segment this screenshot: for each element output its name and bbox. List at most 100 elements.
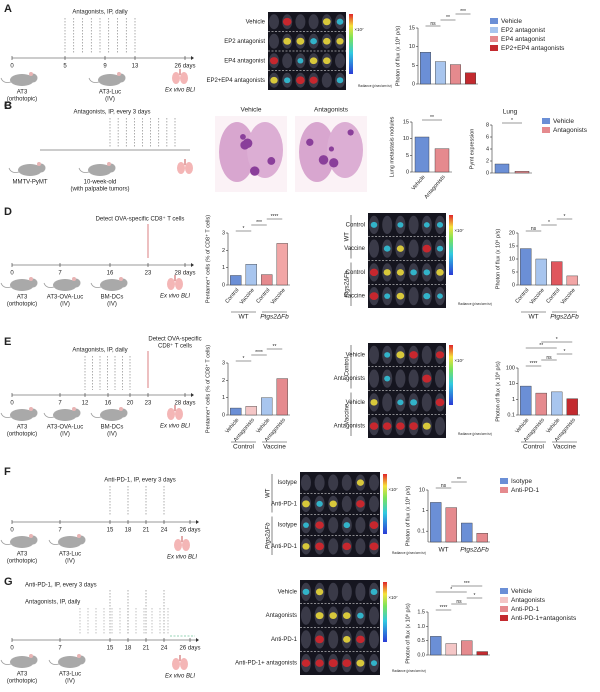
bar [566,398,578,416]
bar [461,522,473,543]
day-label: 7 [58,271,62,277]
row-label: Control [346,222,365,228]
group-label: Ptgs2ΔFb [260,314,289,321]
row-label: Anti-PD-1 [271,501,298,507]
signal-blob [303,522,309,528]
day-label: 18 [125,646,132,652]
signal-blob [297,58,304,64]
significance: **** [271,214,279,220]
mouse-body [100,279,124,291]
lung-signal [314,474,325,491]
y-axis-label: Pentamer⁺ cells (% of CD8⁺ T cells) [204,345,211,433]
signal-blob [422,244,432,253]
signal-blob [342,542,352,551]
y-tick-label: 1 [422,508,425,514]
significance: ** [457,477,461,483]
treatment: Anti-PD-1, IP, every 3 days [104,478,176,484]
y-tick-label: 1 [512,397,515,403]
y-axis-label: Photon of flux (x 10⁸ p/s) [494,361,501,422]
nodule [347,129,354,136]
lung-signal [301,606,311,625]
panel-label: F [4,466,11,478]
mouse-tail [0,412,12,418]
signal-blob [436,245,444,252]
lung-signal [328,582,339,602]
group-label: WT [438,547,448,554]
day-label: 26 days [179,528,200,534]
lung-signal [355,516,366,534]
day-label: 0 [10,401,14,407]
significance: **** [255,350,263,356]
signal-blob [409,422,418,430]
day-label: 5 [63,64,67,70]
mouse-tail [0,282,12,288]
significance: ** [446,15,450,21]
lung-signal [369,345,379,365]
lung-signal [282,53,293,69]
legend-label: Anti-PD-1+antagonists [511,615,577,622]
y-tick-label: 2 [222,378,225,384]
signal-blob [397,399,404,406]
y-tick-label: 2 [486,158,489,164]
y-axis-label: Lung metastasis nodules [389,116,395,177]
endpoint: Ex vivo BLI [167,555,197,561]
signal-blob [422,374,432,383]
row-label: Anti-PD-1 [271,544,298,550]
lung-signal [341,495,352,513]
y-tick-label: 100 [506,365,515,371]
row-label: Antagonists [334,424,365,430]
signal-blob [396,245,404,252]
mouse-route: (IV) [65,679,75,685]
lung [175,278,183,290]
detect-label: Detect OVA-specific CD8⁺ T cells [96,216,185,223]
mouse-route: (orthotopic) [7,432,37,438]
signal-blob [384,293,391,299]
signal-blob [396,292,405,300]
group-label: Ptgs2ΔFb [460,547,489,554]
lung-signal [341,474,352,491]
signal-blob [409,351,418,359]
y-tick-label: 10 [409,44,415,50]
y-tick-label: 5 [512,269,515,275]
panel-label: D [4,206,12,218]
signal-blob [309,76,318,84]
endpoint: Ex vivo BLI [160,424,190,430]
lung [177,162,185,174]
mouse-ear [29,407,33,411]
mouse-route: (IV) [65,559,75,565]
legend-swatch [500,588,508,594]
day-label: 0 [10,646,14,652]
legend-swatch [500,487,508,493]
nodule [242,138,253,149]
bar [551,261,563,286]
legend-swatch [500,615,508,621]
legend-label: Isotype [511,478,532,485]
lung-signal [369,495,379,513]
significance: ns [531,226,537,232]
mouse-route: (IV) [60,432,70,438]
lung-signal [328,516,339,534]
nodule [329,158,339,168]
y-axis-label: Photon of flux (x 10⁸ p/s) [494,229,501,290]
lung-signal [395,369,406,388]
y-tick-label: 10 [509,256,515,262]
y-tick-label: 10 [509,381,515,387]
mouse-body [98,74,122,86]
mouse-route: (IV) [60,302,70,308]
significance: ** [430,115,434,121]
lung [167,278,175,290]
colorbar-unit: ×10⁷ [388,487,398,492]
x-tick-label: Vaccine [529,287,546,306]
signal-blob [384,352,391,358]
signal-blob [423,269,431,276]
y-tick-label: 2 [222,248,225,254]
panel-label: E [4,336,11,348]
signal-blob [357,612,364,619]
lung-signal [382,393,393,412]
lung [172,658,180,670]
signal-blob [410,269,417,276]
significance: *** [460,9,466,15]
endpoint: Ex vivo BLI [160,294,190,300]
mouse-tail [90,412,102,418]
mouse-ear [117,72,121,76]
